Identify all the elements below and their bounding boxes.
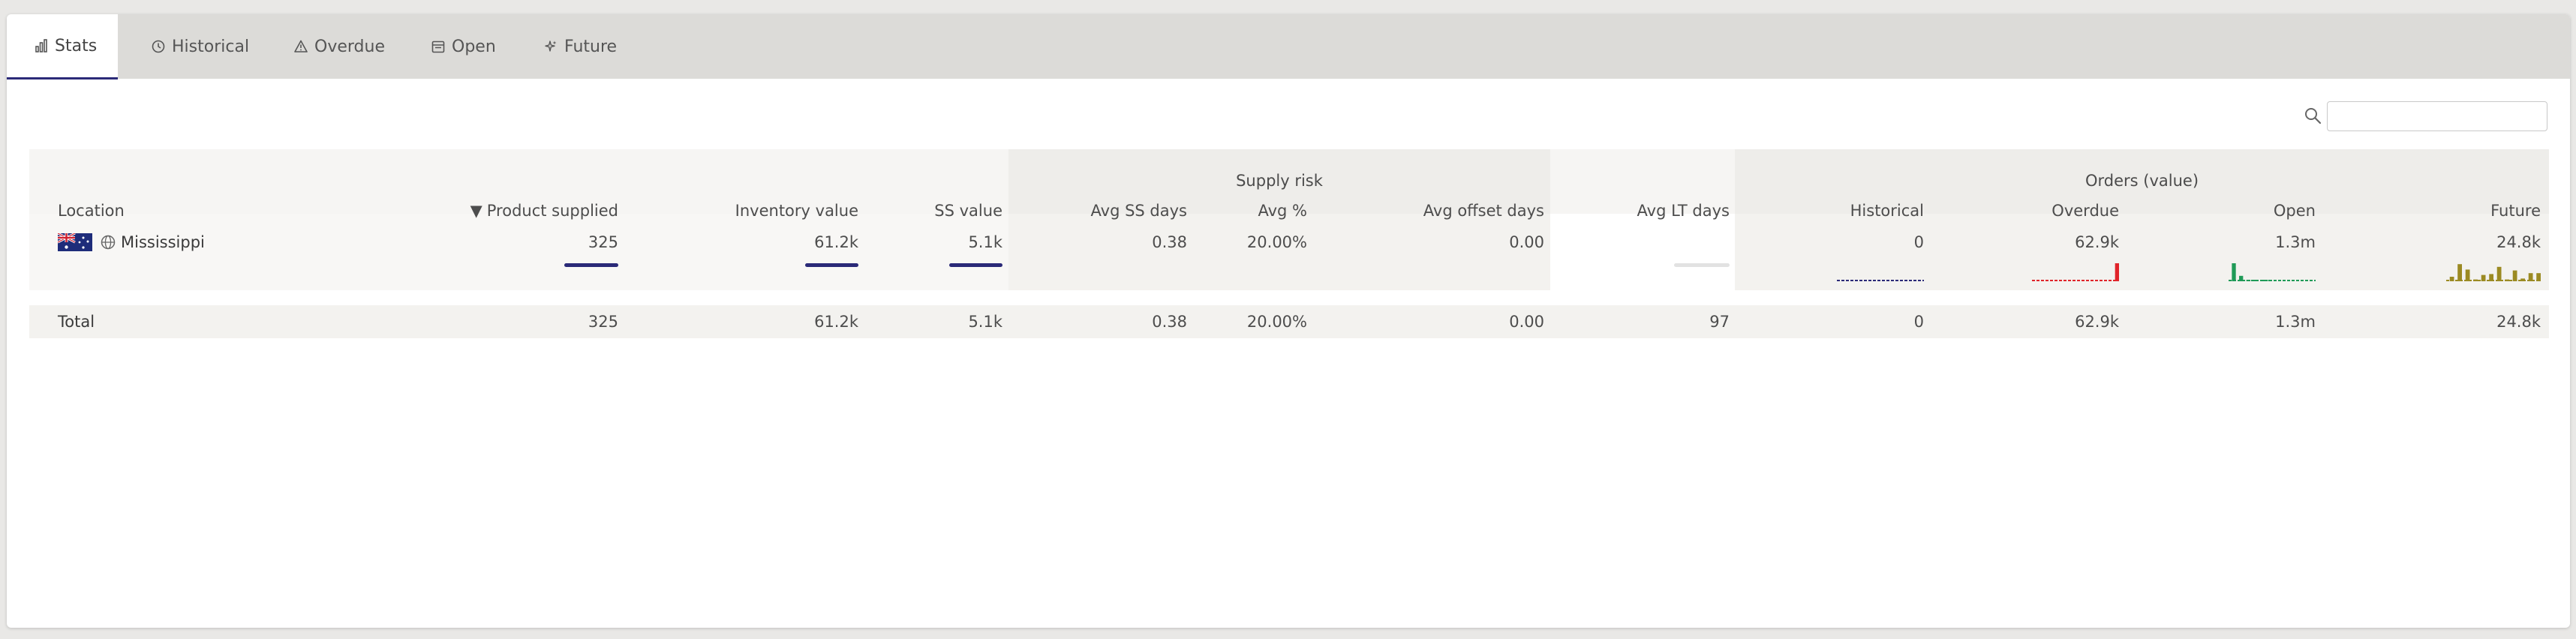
globe-icon <box>100 234 116 250</box>
sparkline-bar <box>2457 264 2462 281</box>
col-avg-offset-days[interactable]: Avg offset days <box>1423 202 1544 220</box>
data-row-bg <box>29 214 1008 290</box>
total-avg-pct: 20.00% <box>1246 313 1307 331</box>
col-product-supplied[interactable]: ▼ Product supplied <box>404 202 618 220</box>
search-icon[interactable] <box>2303 106 2322 125</box>
total-overdue: 62.9k <box>2075 313 2119 331</box>
group-supply-risk: Supply risk <box>1236 172 1323 190</box>
warning-icon <box>293 39 308 54</box>
row-avg-ss-days: 0.38 <box>1152 233 1187 251</box>
sort-desc-icon: ▼ <box>470 202 482 220</box>
total-inventory-value: 61.2k <box>814 313 858 331</box>
row-ss-value: 5.1k <box>968 233 1002 251</box>
product-supplied-bar <box>564 263 618 267</box>
tab-historical[interactable]: Historical <box>143 14 257 79</box>
open-sparkline <box>2229 263 2316 281</box>
inventory-value-bar <box>805 263 858 267</box>
tab-historical-label: Historical <box>172 37 250 56</box>
australia-flag-icon <box>57 232 92 251</box>
sparkline-bar <box>2481 274 2486 281</box>
tab-future[interactable]: Future <box>536 14 624 79</box>
search-input[interactable] <box>2327 101 2547 131</box>
sparkline-bar <box>2115 263 2119 281</box>
group-orders-value: Orders (value) <box>2085 172 2199 190</box>
sparkline-bar <box>2496 266 2502 281</box>
tab-overdue[interactable]: Overdue <box>286 14 392 79</box>
row-product-supplied: 325 <box>588 233 618 251</box>
tab-stats[interactable]: Stats <box>7 14 118 80</box>
sparkline-bar <box>2268 280 2272 281</box>
row-avg-offset-days: 0.00 <box>1509 233 1544 251</box>
calendar-icon <box>431 39 446 54</box>
col-historical[interactable]: Historical <box>1850 202 1924 220</box>
sparkline-bar <box>2512 270 2517 281</box>
sparkline-bar <box>2232 263 2236 281</box>
row-historical: 0 <box>1913 233 1924 251</box>
orders-row-bg <box>1735 214 2549 290</box>
total-product-supplied: 325 <box>588 313 618 331</box>
location-cell[interactable]: Mississippi <box>57 232 205 251</box>
total-future: 24.8k <box>2496 313 2541 331</box>
sparkline-bar <box>2253 280 2258 281</box>
total-avg-ss-days: 0.38 <box>1152 313 1187 331</box>
sparkline-bar <box>2505 279 2509 281</box>
total-row-bg <box>29 305 2549 338</box>
tab-bar: Stats Historical Overdue Open Future <box>7 14 2570 80</box>
total-avg-offset-days: 0.00 <box>1509 313 1544 331</box>
col-product-supplied-label: Product supplied <box>486 202 618 220</box>
sparkline-bar <box>2536 273 2541 281</box>
ss-value-bar <box>949 263 1002 267</box>
tab-future-label: Future <box>564 37 618 56</box>
total-open: 1.3m <box>2275 313 2316 331</box>
tab-open[interactable]: Open <box>423 14 503 79</box>
total-avg-lt-days: 97 <box>1709 313 1730 331</box>
header-bg <box>29 149 1008 214</box>
col-avg-pct[interactable]: Avg % <box>1258 202 1307 220</box>
stats-panel: Stats Historical Overdue Open Future <box>7 14 2570 628</box>
clock-icon <box>151 39 166 54</box>
bar-chart-icon <box>34 38 49 53</box>
col-avg-ss-days[interactable]: Avg SS days <box>1090 202 1187 220</box>
total-ss-value: 5.1k <box>968 313 1002 331</box>
sparkle-icon <box>543 39 558 54</box>
tab-overdue-label: Overdue <box>314 37 385 56</box>
historical-sparkline <box>1837 280 1924 281</box>
tab-stats-label: Stats <box>55 36 98 56</box>
row-overdue: 62.9k <box>2075 233 2119 251</box>
future-sparkline <box>2446 264 2541 281</box>
overdue-sparkline <box>2032 263 2119 281</box>
col-future[interactable]: Future <box>2490 202 2541 220</box>
sparkline-bar <box>2489 274 2493 281</box>
sparkline-bar <box>2261 280 2265 281</box>
row-inventory-value: 61.2k <box>814 233 858 251</box>
row-future: 24.8k <box>2496 233 2541 251</box>
sparkline-bar <box>2246 280 2250 281</box>
col-ss-value[interactable]: SS value <box>934 202 1002 220</box>
sparkline-bar <box>2239 275 2244 281</box>
col-inventory-value[interactable]: Inventory value <box>735 202 858 220</box>
col-open[interactable]: Open <box>2273 202 2316 220</box>
location-name: Mississippi <box>121 233 205 251</box>
row-avg-pct: 20.00% <box>1246 233 1307 251</box>
supply-risk-row-bg <box>1008 214 1550 290</box>
total-label: Total <box>58 313 95 331</box>
sparkline-bar <box>2528 273 2533 281</box>
supply-risk-header-bg <box>1008 149 1550 214</box>
sparkline-bar <box>2449 277 2454 281</box>
col-overdue[interactable]: Overdue <box>2051 202 2119 220</box>
col-avg-lt-days[interactable]: Avg LT days <box>1637 202 1730 220</box>
avg-lt-days-bar <box>1674 263 1730 267</box>
sparkline-bar <box>2465 269 2470 281</box>
tab-open-label: Open <box>452 37 496 56</box>
col-location[interactable]: Location <box>58 202 125 220</box>
orders-header-bg <box>1735 149 2549 214</box>
row-open: 1.3m <box>2275 233 2316 251</box>
sparkline-bar <box>2520 278 2525 281</box>
lt-header-bg <box>1550 149 1735 214</box>
sparkline-bar <box>2473 279 2478 281</box>
total-historical: 0 <box>1913 313 1924 331</box>
lt-row-bg <box>1550 214 1735 290</box>
